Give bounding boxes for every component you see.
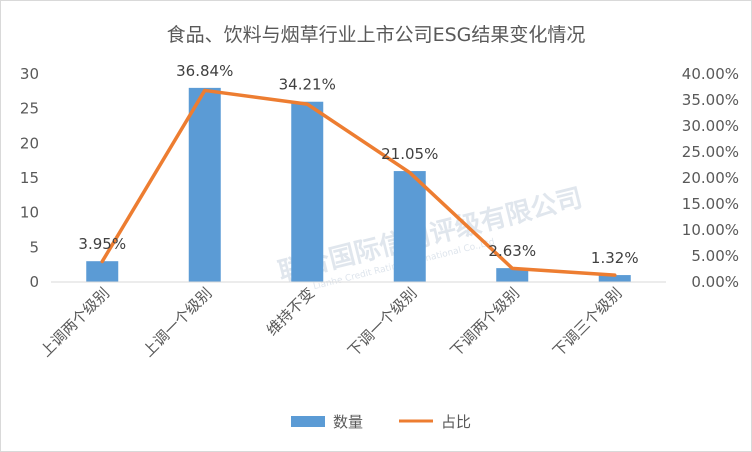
left-tick-label: 30 [20, 65, 39, 83]
right-tick-label: 10.00% [682, 221, 739, 239]
right-tick-label: 0.00% [691, 273, 739, 291]
category-label: 下调三个级别 [549, 284, 625, 360]
bar-series [86, 87, 631, 282]
data-label: 2.63% [488, 242, 536, 260]
legend-label-line: 占比 [441, 413, 471, 431]
chart-title: 食品、饮料与烟草行业上市公司ESG结果变化情况 [167, 24, 586, 46]
left-axis-ticks: 0 5 10 15 20 25 30 [20, 65, 39, 291]
right-axis-ticks: 0.00% 5.00% 10.00% 15.00% 20.00% 25.00% 30.00%… [682, 65, 739, 291]
data-label: 21.05% [381, 145, 438, 163]
right-tick-label: 30.00% [682, 117, 739, 135]
left-tick-label: 0 [29, 273, 39, 291]
legend-swatch-bar [291, 416, 325, 427]
category-label: 上调一个级别 [139, 284, 215, 360]
data-labels: 3.95% 36.84% 34.21% 21.05% 2.63% 1.32% [78, 62, 638, 267]
category-label: 上调两个级别 [37, 284, 113, 360]
category-label: 维持不变 [263, 284, 318, 339]
left-tick-label: 10 [20, 204, 39, 222]
right-tick-label: 20.00% [682, 169, 739, 187]
bar [291, 101, 324, 282]
right-tick-label: 35.00% [682, 91, 739, 109]
bar [86, 261, 119, 282]
category-labels: 上调两个级别 上调一个级别 维持不变 下调一个级别 下调两个级别 下调三个级别 [37, 284, 626, 360]
legend-label-bar: 数量 [333, 413, 363, 431]
right-tick-label: 5.00% [691, 247, 739, 265]
category-label: 下调两个级别 [447, 284, 523, 360]
data-label: 36.84% [176, 62, 233, 80]
line-path [100, 88, 617, 277]
left-tick-label: 15 [20, 169, 39, 187]
data-label: 1.32% [591, 249, 639, 267]
right-tick-label: 25.00% [682, 143, 739, 161]
legend: 数量 占比 [291, 413, 471, 431]
bar [598, 275, 631, 282]
right-tick-label: 40.00% [682, 65, 739, 83]
data-label: 3.95% [78, 235, 126, 253]
left-tick-label: 25 [20, 100, 39, 118]
bar [393, 171, 426, 282]
left-tick-label: 5 [29, 238, 39, 256]
line-series [100, 88, 617, 277]
bar [188, 87, 221, 282]
right-tick-label: 15.00% [682, 195, 739, 213]
data-label: 34.21% [279, 76, 336, 94]
left-tick-label: 20 [20, 134, 39, 152]
bar [496, 268, 529, 282]
category-label: 下调一个级别 [344, 284, 420, 360]
